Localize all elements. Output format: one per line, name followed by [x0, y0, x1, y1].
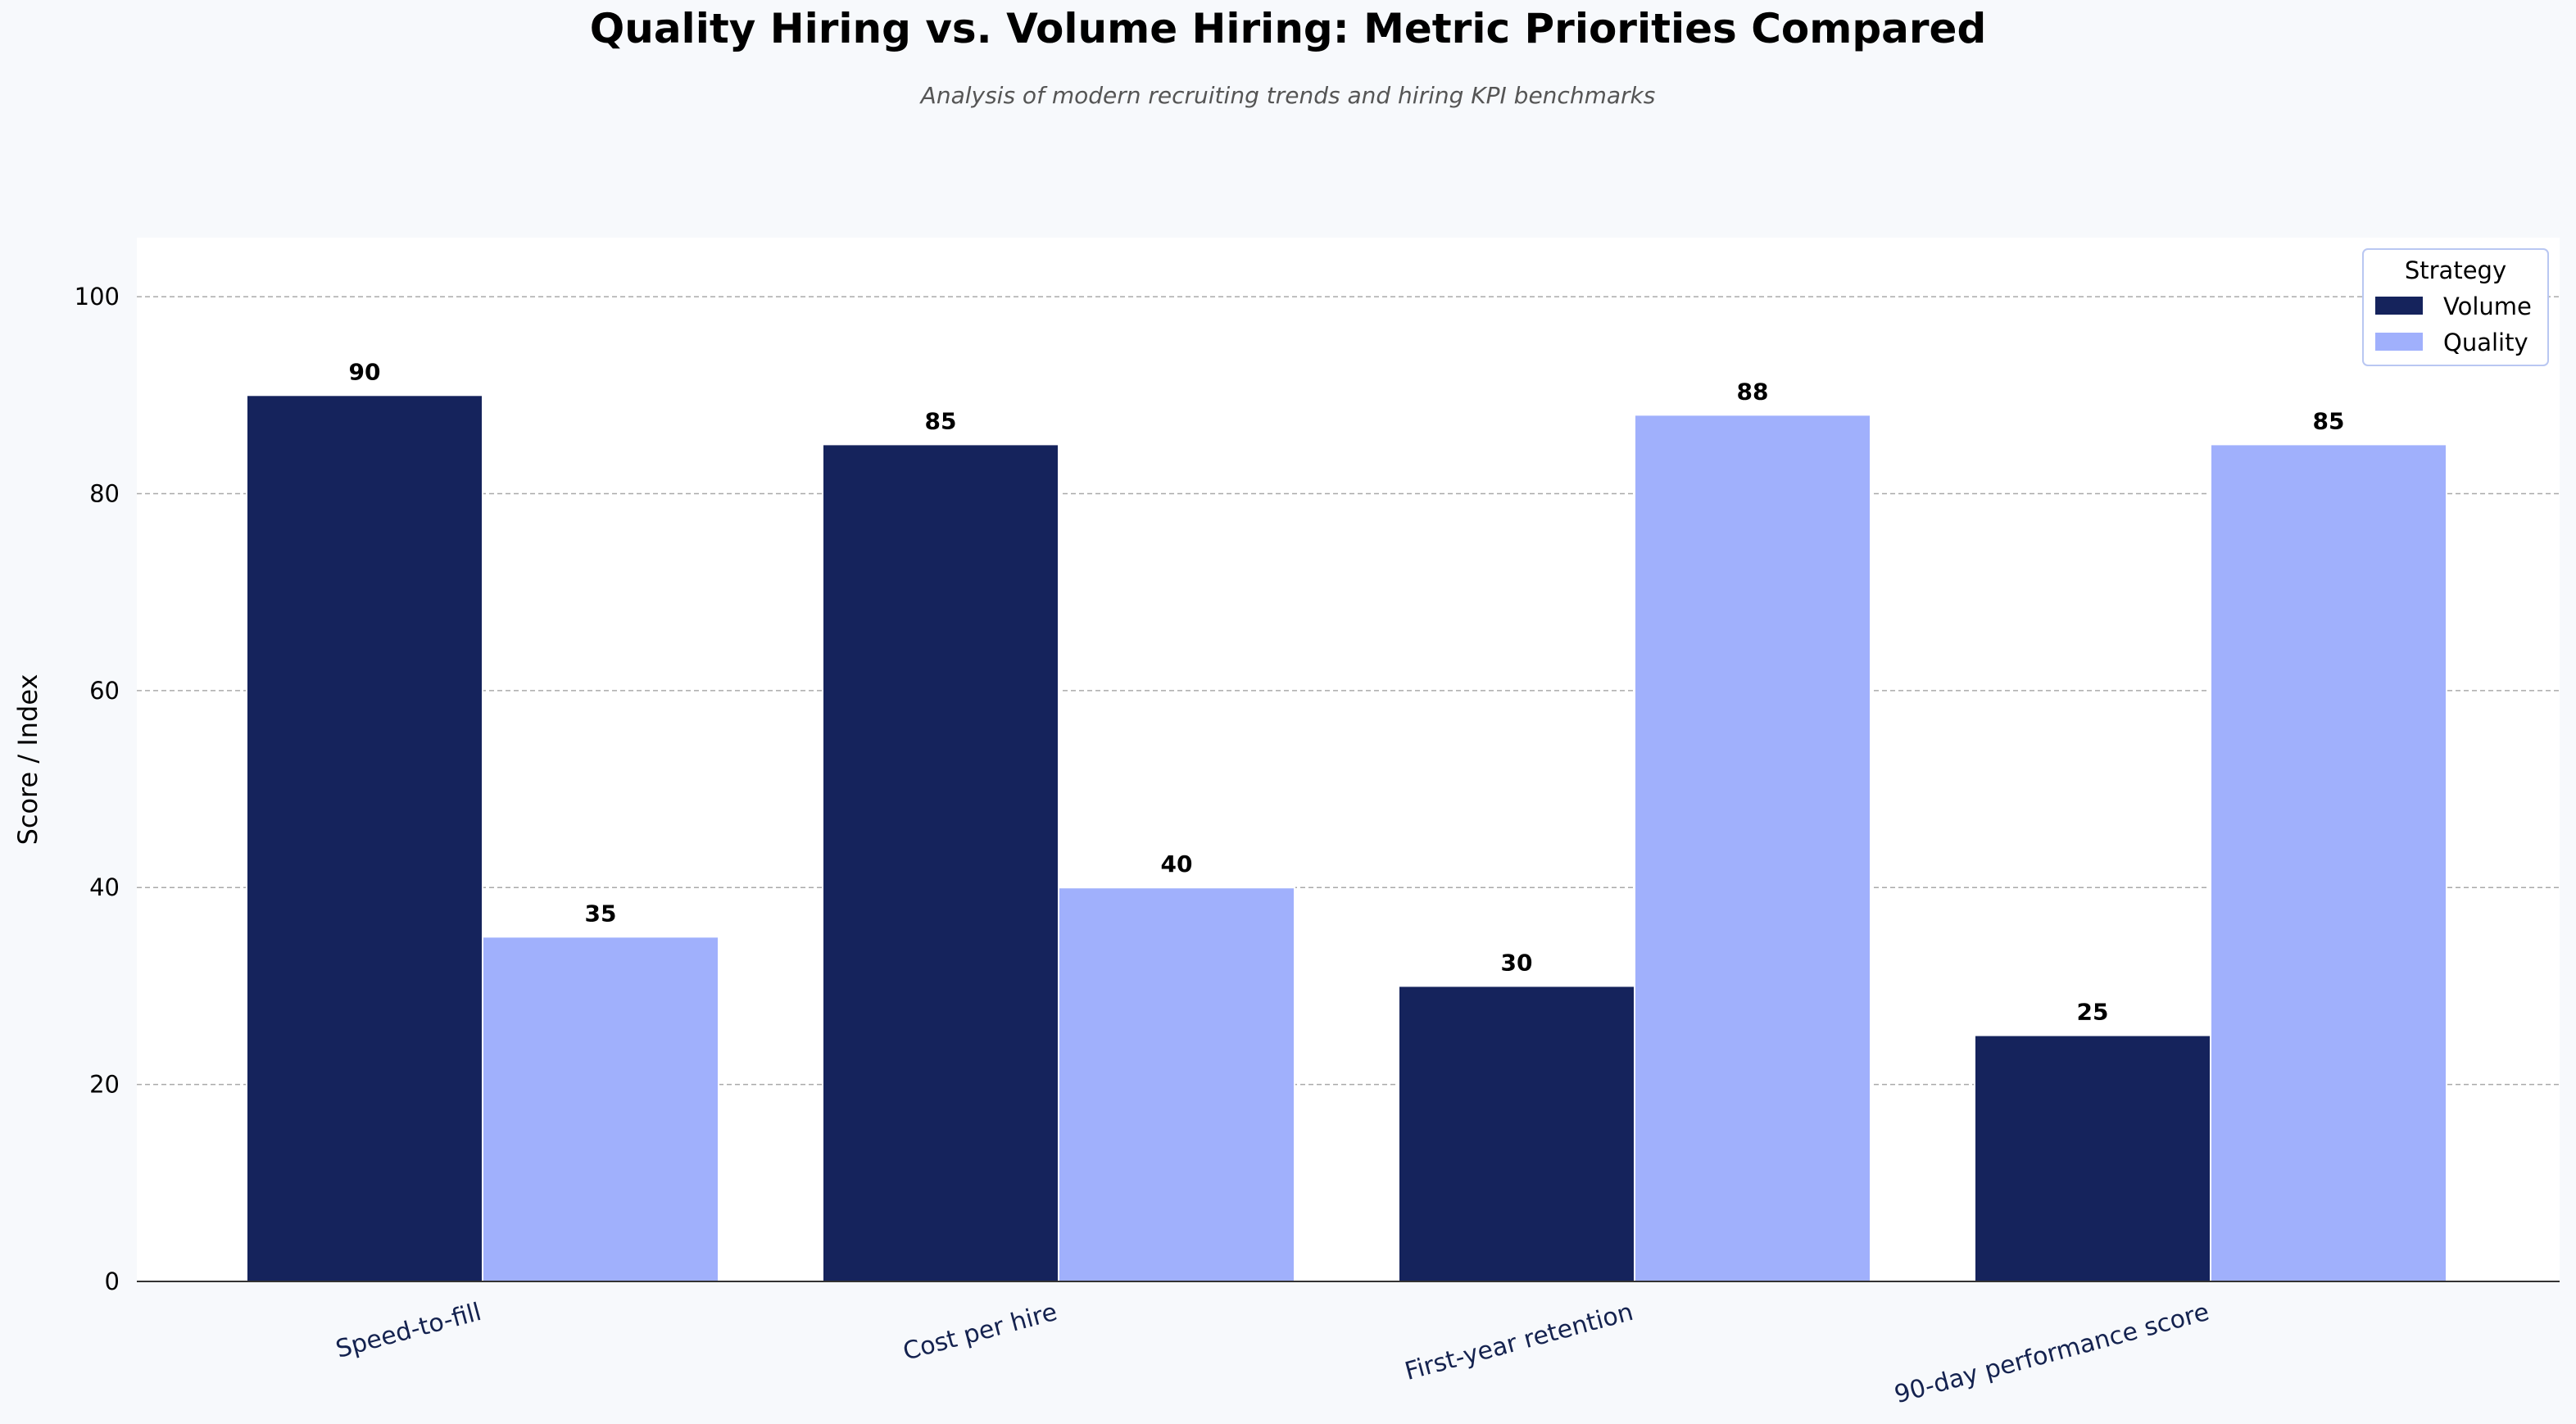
- data-label: 25: [2077, 999, 2109, 1026]
- bar-quality-3: [2210, 443, 2447, 1282]
- data-label: 30: [1501, 949, 1533, 976]
- x-tick-label: Speed-to-fill: [333, 1298, 484, 1364]
- data-label: 40: [1161, 850, 1193, 878]
- legend-label-volume: Volume: [2443, 293, 2532, 320]
- data-label: 85: [925, 407, 957, 434]
- chart-title: Quality Hiring vs. Volume Hiring: Metric…: [589, 5, 1987, 52]
- legend: Strategy Volume Quality: [2362, 248, 2549, 366]
- data-labels: 90 35 85 40 30 88 25 85: [349, 358, 2345, 1025]
- legend-swatch-volume: [2375, 297, 2423, 315]
- legend-swatch-quality: [2375, 333, 2423, 351]
- y-tick-label: 60: [89, 677, 120, 705]
- legend-label-quality: Quality: [2443, 329, 2528, 356]
- y-tick-label: 40: [89, 873, 120, 901]
- legend-title: Strategy: [2405, 256, 2506, 284]
- bar-volume-1: [822, 443, 1059, 1282]
- y-tick-label: 80: [89, 479, 120, 507]
- bar-quality-1: [1058, 887, 1295, 1282]
- y-tick-label: 100: [75, 283, 120, 311]
- bar-quality-0: [482, 936, 719, 1282]
- bar-volume-2: [1398, 985, 1635, 1282]
- bar-volume-3: [1974, 1034, 2211, 1283]
- y-tick-labels: 0 20 40 60 80 100: [75, 283, 120, 1295]
- y-tick-label: 20: [89, 1071, 120, 1099]
- data-label: 85: [2313, 407, 2345, 434]
- bar-volume-0: [246, 394, 483, 1282]
- chart-subtitle: Analysis of modern recruiting trends and…: [920, 82, 1656, 109]
- data-label: 88: [1737, 378, 1769, 405]
- bar-quality-2: [1634, 414, 1871, 1283]
- x-tick-labels: Speed-to-fill Cost per hire First-year ret…: [333, 1298, 2212, 1409]
- x-tick-label: First-year retention: [1402, 1298, 1636, 1386]
- y-axis-title: Score / Index: [12, 674, 43, 846]
- x-tick-label: Cost per hire: [900, 1298, 1060, 1367]
- x-tick-label: 90-day performance score: [1892, 1298, 2213, 1409]
- y-tick-label: 0: [105, 1268, 120, 1295]
- data-label: 90: [349, 358, 381, 385]
- bars: [246, 394, 2447, 1283]
- data-label: 35: [585, 900, 617, 927]
